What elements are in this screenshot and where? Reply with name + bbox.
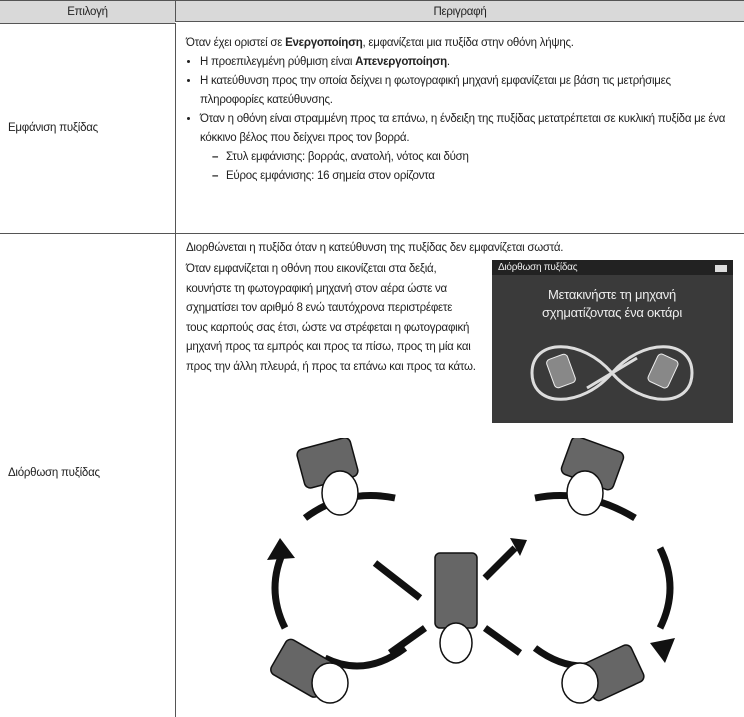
bold-text: Ενεργοποίηση: [285, 37, 363, 49]
calibration-illustration: [267, 438, 675, 704]
bullet: Όταν η οθόνη είναι στραμμένη προς τα επά…: [200, 110, 738, 186]
instructions: Όταν εμφανίζεται η οθόνη που εικονίζεται…: [186, 263, 476, 373]
option-label: Διόρθωση πυξίδας: [8, 467, 100, 479]
intro: Διορθώνεται η πυξίδα όταν η κατεύθυνση τ…: [186, 242, 564, 254]
description: Όταν έχει οριστεί σε Ενεργοποίηση, εμφαν…: [186, 34, 738, 186]
screen-message: Μετακινήστε τη μηχανή σχηματίζοντας ένα …: [542, 287, 682, 320]
text: Η προεπιλεγμένη ρύθμιση είναι: [200, 56, 356, 68]
header-option: Επιλογή: [0, 0, 175, 24]
bullet-list: Η προεπιλεγμένη ρύθμιση είναι Απενεργοπο…: [186, 53, 738, 186]
text: Η κατεύθυνση προς την οποία δείχνει η φω…: [200, 75, 671, 106]
header-description: Περιγραφή: [175, 0, 744, 22]
option-label: Εμφάνιση πυξίδας: [8, 122, 98, 134]
sub-bullet: Στυλ εμφάνισης: βορράς, ανατολή, νότος κ…: [212, 148, 738, 167]
sub-list: Στυλ εμφάνισης: βορράς, ανατολή, νότος κ…: [200, 148, 738, 186]
text: .: [446, 56, 450, 68]
text: Όταν η οθόνη είναι στραμμένη προς τα επά…: [200, 113, 726, 144]
bullet: Η προεπιλεγμένη ρύθμιση είναι Απενεργοπο…: [200, 53, 738, 72]
battery-icon: [715, 265, 727, 272]
bold-text: Απενεργοποίηση: [355, 56, 447, 68]
intro: Όταν έχει οριστεί σε Ενεργοποίηση, εμφαν…: [186, 34, 738, 53]
row-divider: [0, 233, 744, 234]
screen-title: Διόρθωση πυξίδας: [492, 260, 733, 275]
text: , εμφανίζεται μια πυξίδα στην οθόνη λήψη…: [362, 37, 574, 49]
text: Όταν έχει οριστεί σε: [186, 37, 286, 49]
sub-bullet: Εύρος εμφάνισης: 16 σημεία στον ορίζοντα: [212, 167, 738, 186]
camera-screen: Διόρθωση πυξίδας Μετακινήστε τη μηχανή σ…: [492, 260, 733, 423]
bullet: Η κατεύθυνση προς την οποία δείχνει η φω…: [200, 72, 738, 110]
column-divider: [175, 23, 176, 717]
figure-eight-icon: [530, 345, 694, 401]
